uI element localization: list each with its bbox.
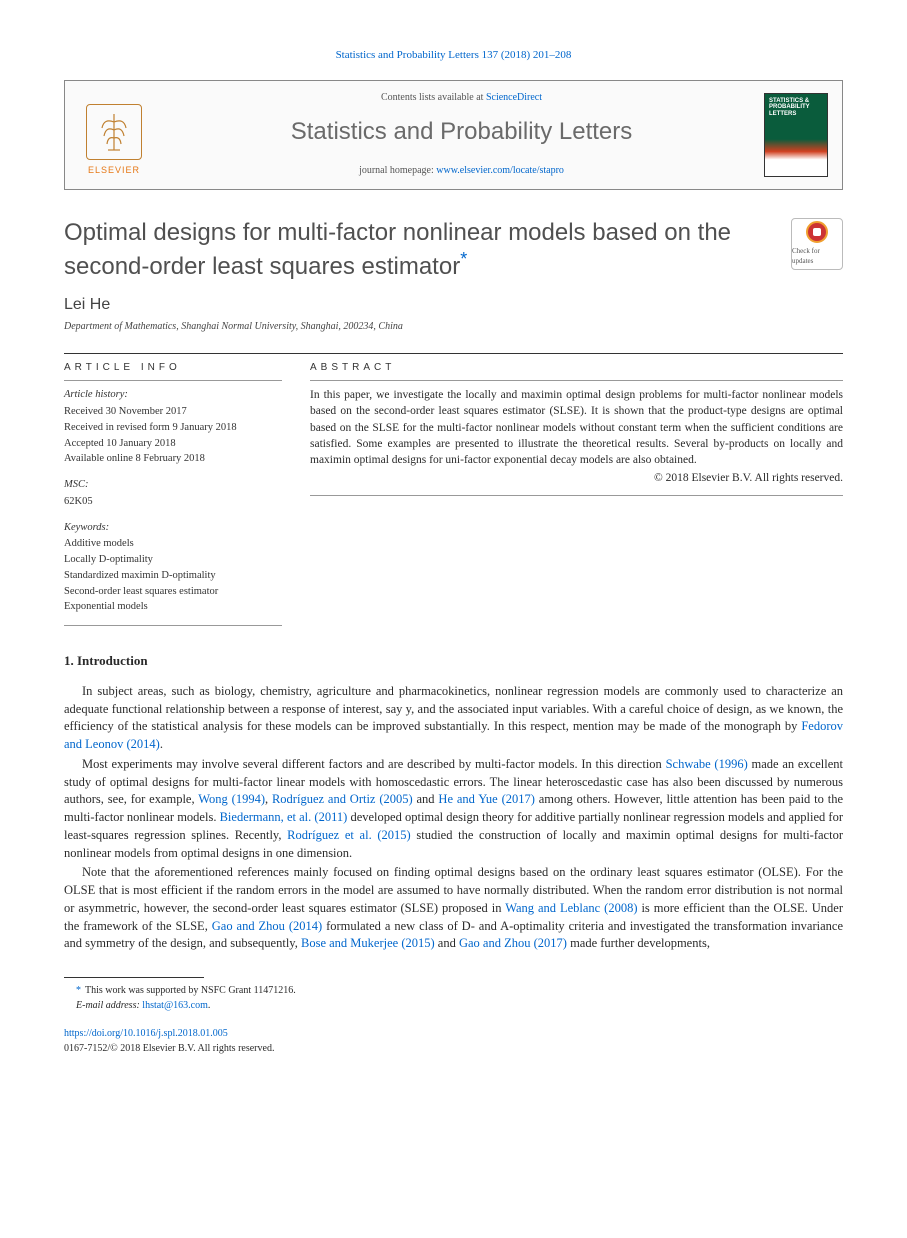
abstract-text: In this paper, we investigate the locall… bbox=[310, 381, 843, 467]
intro-paragraph-1: In subject areas, such as biology, chemi… bbox=[64, 683, 843, 754]
text-run: In subject areas, such as biology, chemi… bbox=[64, 684, 843, 734]
keyword-item: Locally D-optimality bbox=[64, 552, 282, 568]
citation-link[interactable]: Biedermann, et al. (2011) bbox=[220, 810, 348, 824]
title-text: Optimal designs for multi-factor nonline… bbox=[64, 219, 731, 281]
keyword-item: Exponential models bbox=[64, 599, 282, 615]
citation-link[interactable]: He and Yue (2017) bbox=[438, 792, 534, 806]
text-run: . bbox=[208, 1000, 211, 1011]
citation-link[interactable]: Wong (1994) bbox=[198, 792, 265, 806]
article-info-col: article info Article history: Received 3… bbox=[64, 354, 282, 626]
homepage-prefix: journal homepage: bbox=[359, 165, 436, 176]
email-link[interactable]: lhstat@163.com bbox=[142, 1000, 208, 1011]
journal-cover-thumb[interactable]: STATISTICS & PROBABILITY LETTERS bbox=[764, 93, 828, 177]
homepage-link[interactable]: www.elsevier.com/locate/stapro bbox=[436, 165, 564, 176]
journal-center: Contents lists available at ScienceDirec… bbox=[159, 91, 764, 179]
text-run: Most experiments may involve several dif… bbox=[82, 757, 666, 771]
section-heading-intro: 1. Introduction bbox=[64, 652, 843, 671]
contents-prefix: Contents lists available at bbox=[381, 92, 486, 103]
history-label: Article history: bbox=[64, 387, 282, 403]
text-run: , bbox=[265, 792, 272, 806]
keyword-item: Additive models bbox=[64, 536, 282, 552]
keyword-item: Second-order least squares estimator bbox=[64, 584, 282, 600]
received-date: Received 30 November 2017 bbox=[64, 404, 282, 420]
citation-link[interactable]: Gao and Zhou (2017) bbox=[459, 936, 567, 950]
journal-name: Statistics and Probability Letters bbox=[159, 115, 764, 150]
check-updates-badge[interactable]: Check for updates bbox=[791, 218, 843, 270]
issn-copyright: 0167-7152/© 2018 Elsevier B.V. All right… bbox=[64, 1043, 274, 1054]
cover-thumb-title: STATISTICS & PROBABILITY LETTERS bbox=[769, 98, 823, 118]
publisher-logo[interactable]: ELSEVIER bbox=[79, 93, 149, 177]
title-footnote-star[interactable]: * bbox=[460, 249, 467, 269]
homepage-line: journal homepage: www.elsevier.com/locat… bbox=[159, 164, 764, 179]
funding-footnote: * This work was supported by NSFC Grant 1… bbox=[64, 984, 843, 999]
email-footnote: E-mail address: lhstat@163.com. bbox=[64, 999, 843, 1014]
abstract-copyright: © 2018 Elsevier B.V. All rights reserved… bbox=[310, 470, 843, 487]
article-info-block: Article history: Received 30 November 20… bbox=[64, 381, 282, 615]
divider bbox=[310, 495, 843, 496]
online-date: Available online 8 February 2018 bbox=[64, 451, 282, 467]
revised-date: Received in revised form 9 January 2018 bbox=[64, 420, 282, 436]
publisher-name: ELSEVIER bbox=[88, 164, 140, 177]
journal-header-box: ELSEVIER Contents lists available at Sci… bbox=[64, 80, 843, 190]
author-affiliation: Department of Mathematics, Shanghai Norm… bbox=[64, 320, 843, 335]
intro-paragraph-2: Most experiments may involve several dif… bbox=[64, 756, 843, 863]
sciencedirect-link[interactable]: ScienceDirect bbox=[486, 92, 542, 103]
keyword-item: Standardized maximin D-optimality bbox=[64, 568, 282, 584]
author-name: Lei He bbox=[64, 293, 843, 316]
msc-label: MSC: bbox=[64, 477, 282, 493]
footnote-star-icon: * bbox=[76, 985, 81, 996]
citation-link[interactable]: Wang and Leblanc (2008) bbox=[505, 901, 637, 915]
footer-block: https://doi.org/10.1016/j.spl.2018.01.00… bbox=[64, 1027, 843, 1056]
footnote-rule bbox=[64, 977, 204, 978]
email-label: E-mail address: bbox=[76, 1000, 140, 1011]
text-run: made further developments, bbox=[567, 936, 710, 950]
text-run: and bbox=[435, 936, 459, 950]
text-run: and bbox=[413, 792, 439, 806]
elsevier-tree-icon bbox=[86, 104, 142, 160]
citation-link[interactable]: Gao and Zhou (2014) bbox=[212, 919, 322, 933]
citation-link[interactable]: Rodríguez et al. (2015) bbox=[287, 828, 411, 842]
doi-link[interactable]: https://doi.org/10.1016/j.spl.2018.01.00… bbox=[64, 1028, 228, 1039]
header-citation: Statistics and Probability Letters 137 (… bbox=[64, 48, 843, 64]
article-title: Optimal designs for multi-factor nonline… bbox=[64, 218, 775, 283]
title-row: Optimal designs for multi-factor nonline… bbox=[64, 218, 843, 283]
divider bbox=[64, 625, 282, 626]
intro-paragraph-3: Note that the aforementioned references … bbox=[64, 864, 843, 953]
citation-link[interactable]: Bose and Mukerjee (2015) bbox=[301, 936, 435, 950]
updates-label: Check for updates bbox=[792, 246, 842, 266]
accepted-date: Accepted 10 January 2018 bbox=[64, 436, 282, 452]
article-info-heading: article info bbox=[64, 354, 282, 381]
abstract-heading: abstract bbox=[310, 354, 843, 381]
text-run: . bbox=[160, 737, 163, 751]
msc-value: 62K05 bbox=[64, 494, 282, 510]
citation-link[interactable]: Schwabe (1996) bbox=[666, 757, 748, 771]
contents-available-line: Contents lists available at ScienceDirec… bbox=[159, 91, 764, 106]
keywords-label: Keywords: bbox=[64, 520, 282, 536]
updates-icon bbox=[806, 221, 828, 243]
funding-text: This work was supported by NSFC Grant 11… bbox=[85, 985, 296, 996]
info-abstract-row: article info Article history: Received 3… bbox=[64, 354, 843, 626]
citation-link[interactable]: Rodríguez and Ortiz (2005) bbox=[272, 792, 413, 806]
abstract-col: abstract In this paper, we investigate t… bbox=[310, 354, 843, 626]
